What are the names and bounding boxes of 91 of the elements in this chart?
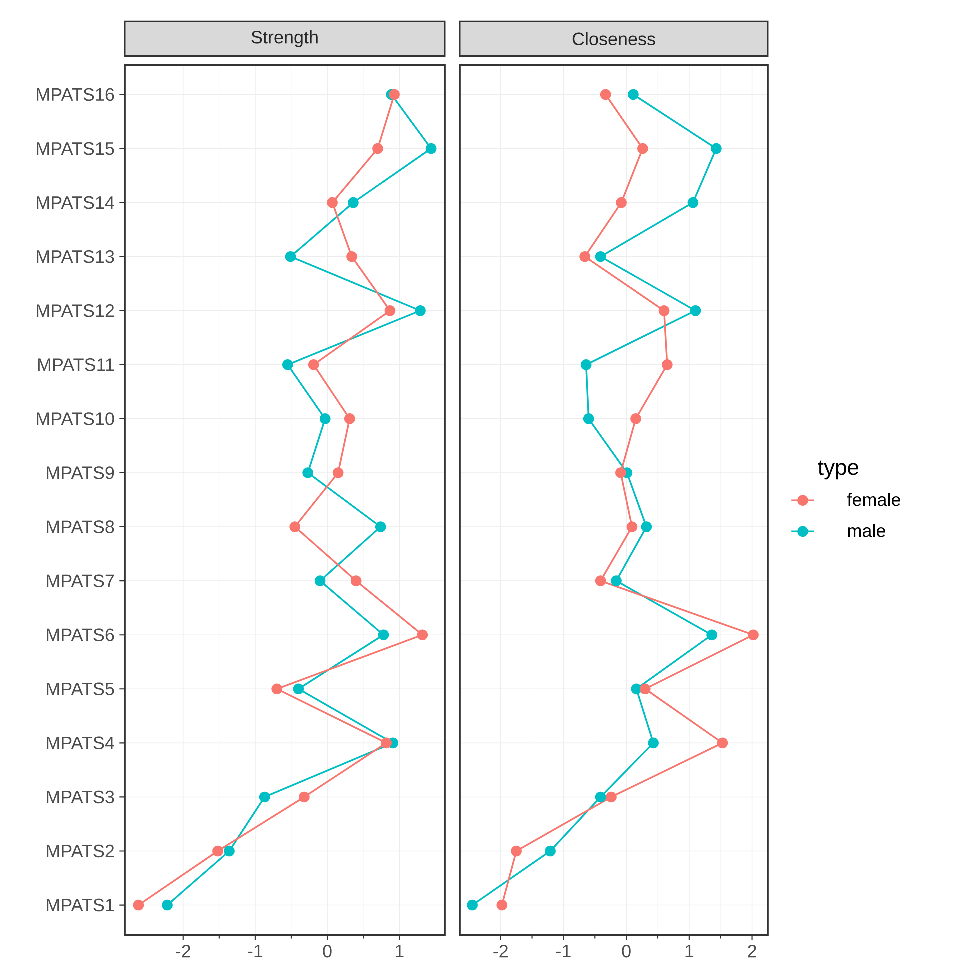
point	[375, 522, 386, 532]
x-tick-label: 1	[686, 945, 694, 958]
y-tick-label: MPATS15	[37, 142, 114, 156]
point	[259, 792, 270, 803]
legend-title: type	[818, 460, 858, 480]
point	[580, 251, 590, 262]
x-tick-label: 0	[622, 945, 631, 958]
y-tick-label: MPATS6	[47, 628, 114, 642]
point	[332, 468, 344, 478]
point	[595, 576, 606, 586]
point	[606, 792, 617, 803]
point	[378, 630, 390, 641]
x-tick-label: 2	[748, 945, 756, 958]
point	[372, 143, 384, 154]
point	[688, 197, 699, 208]
x-tick-label: 1	[396, 945, 404, 958]
point	[641, 522, 652, 532]
point	[320, 414, 331, 424]
point	[389, 89, 400, 100]
point	[662, 360, 673, 370]
legend-label: male	[848, 524, 886, 538]
point	[344, 414, 356, 424]
y-tick-label: MPATS1	[47, 898, 114, 912]
y-tick-label: MPATS4	[47, 736, 114, 750]
point	[381, 738, 392, 749]
point	[133, 900, 144, 911]
point	[272, 684, 282, 695]
point	[595, 251, 606, 262]
point	[299, 792, 310, 803]
point	[308, 360, 320, 370]
point	[415, 305, 426, 316]
chart-title: Closeness	[572, 32, 656, 46]
point	[511, 846, 522, 857]
x-tick-label: -1	[248, 945, 263, 958]
point	[630, 414, 642, 424]
x-tick-label: -2	[494, 945, 508, 958]
point	[290, 522, 300, 532]
point	[327, 197, 338, 208]
y-tick-label: MPATS12	[37, 304, 114, 318]
legend-label: female	[847, 493, 900, 506]
x-tick-label: -2	[176, 945, 190, 958]
point	[545, 846, 556, 857]
point	[467, 900, 478, 911]
y-tick-label: MPATS2	[47, 844, 114, 858]
y-tick-label: MPATS16	[37, 88, 114, 102]
point	[426, 143, 437, 154]
x-tick-label: 0	[323, 945, 332, 958]
point	[638, 143, 648, 154]
point	[690, 305, 702, 316]
point	[626, 522, 638, 532]
point	[640, 684, 651, 695]
point	[384, 305, 396, 316]
point	[293, 684, 304, 695]
y-tick-label: MPATS3	[47, 790, 114, 804]
point	[285, 251, 296, 262]
point	[648, 738, 659, 749]
point	[417, 630, 428, 641]
y-tick-label: MPATS5	[47, 682, 114, 696]
x-tick-label: -1	[556, 945, 571, 958]
point	[583, 414, 594, 424]
point	[628, 89, 639, 100]
y-tick-label: MPATS7	[47, 574, 114, 588]
y-tick-label: MPATS11	[38, 358, 114, 372]
point	[658, 305, 670, 316]
point	[580, 360, 592, 370]
point	[616, 197, 627, 208]
y-tick-label: MPATS10	[37, 412, 114, 426]
point	[748, 630, 759, 641]
y-tick-label: MPATS14	[37, 196, 114, 210]
point	[717, 738, 728, 749]
point	[616, 468, 626, 478]
point	[350, 576, 362, 586]
point	[711, 143, 722, 154]
chart-title: Strength	[252, 30, 318, 48]
point	[496, 900, 508, 911]
point	[162, 900, 173, 911]
point	[314, 576, 326, 586]
point	[346, 251, 358, 262]
y-tick-label: MPATS13	[37, 250, 114, 264]
y-tick-label: MPATS8	[47, 520, 114, 534]
point	[706, 630, 718, 641]
point	[600, 89, 612, 100]
point	[224, 846, 235, 857]
point	[348, 197, 359, 208]
y-tick-label: MPATS9	[47, 466, 114, 480]
point	[595, 792, 606, 803]
point	[302, 468, 314, 478]
point	[631, 684, 642, 695]
point	[212, 846, 224, 857]
point	[282, 360, 294, 370]
point	[611, 576, 622, 586]
